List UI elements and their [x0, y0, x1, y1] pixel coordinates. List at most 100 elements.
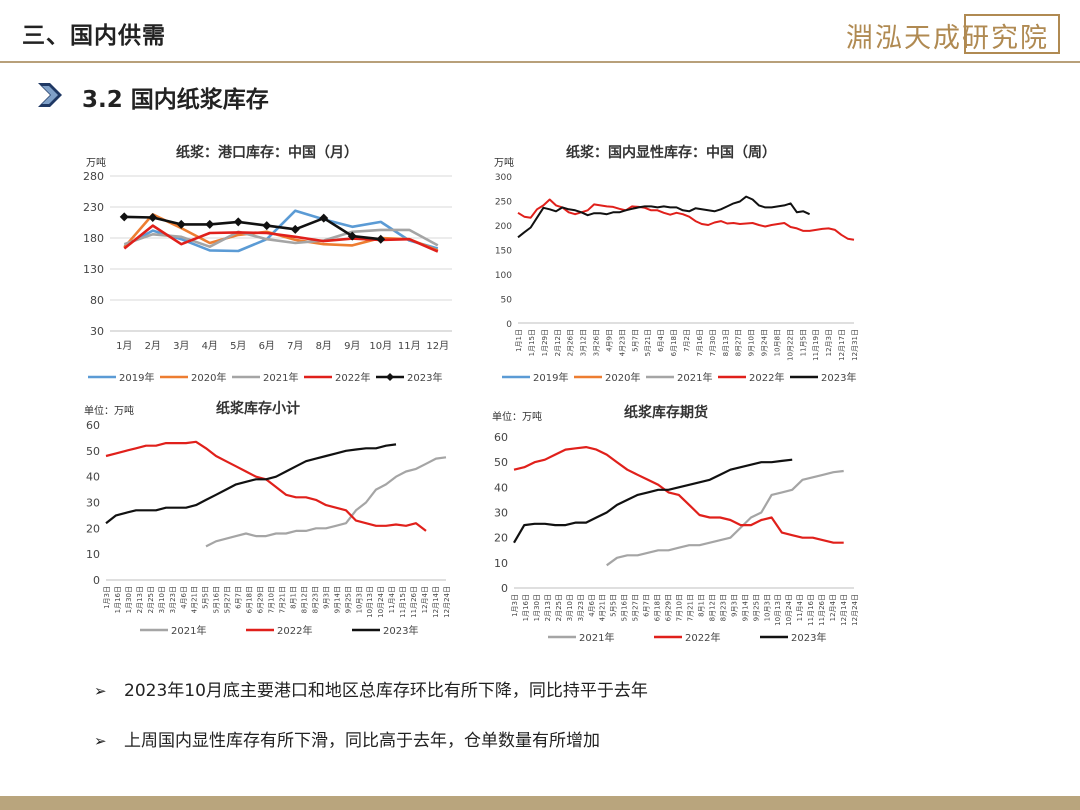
- x-tick-label: 5月5日: [202, 586, 210, 609]
- x-tick-label: 6月29日: [257, 586, 265, 613]
- x-tick-label: 1月16日: [522, 594, 530, 621]
- x-tick-label: 12月17日: [838, 329, 846, 361]
- x-tick-label: 10月3日: [763, 594, 771, 621]
- y-tick-label: 0: [501, 582, 508, 595]
- bullet-text: 2023年10月底主要港口和地区总库存环比有所下降，同比持平于去年: [124, 681, 648, 701]
- x-tick-label: 6月18日: [246, 586, 254, 613]
- x-tick-label: 5月5日: [610, 594, 618, 617]
- x-tick-label: 6月7日: [643, 594, 651, 617]
- legend-label: 2021年: [677, 371, 712, 384]
- chart-title: 纸浆库存小计: [216, 401, 300, 417]
- logo-text: 淵泓天成研究院: [846, 23, 1049, 54]
- x-tick-label: 7月2日: [683, 329, 691, 352]
- data-point: [262, 221, 272, 231]
- chart-unit: 万吨: [86, 158, 106, 169]
- x-tick-label: 1月30日: [533, 594, 541, 621]
- x-tick-label: 12月4日: [421, 586, 429, 613]
- x-tick-label: 12月24日: [851, 594, 859, 626]
- x-tick-label: 8月23日: [719, 594, 727, 621]
- data-point: [233, 217, 243, 227]
- y-tick-label: 60: [86, 419, 100, 432]
- x-tick-label: 2月25日: [555, 594, 563, 621]
- x-tick-label: 7月10日: [676, 594, 684, 621]
- x-tick-label: 1月3日: [103, 586, 111, 609]
- bullet-text: 上周国内显性库存有所下滑，同比高于去年，仓单数量有所增加: [124, 731, 600, 751]
- data-point: [319, 213, 329, 223]
- x-tick-label: 12月31日: [851, 329, 859, 361]
- legend-label: 2021年: [171, 624, 206, 637]
- y-tick-label: 80: [90, 294, 104, 307]
- x-tick-label: 7月30日: [709, 329, 717, 356]
- x-tick-label: 5月16日: [213, 586, 221, 613]
- x-tick-label: 3月26日: [593, 329, 601, 356]
- x-tick-label: 11月15日: [399, 586, 407, 618]
- x-tick-label: 3月23日: [169, 586, 177, 613]
- x-tick-label: 2月25日: [147, 586, 155, 613]
- series-line: [123, 228, 439, 248]
- chart-port-inventory: 纸浆：港口库存：中国（月） 万吨 30 80 130 180 230 280 1月 2月 3月 4…: [80, 140, 460, 390]
- data-point: [290, 224, 300, 234]
- y-tick-label: 10: [86, 548, 100, 561]
- x-tick-label: 12月: [426, 340, 449, 352]
- legend-label: 2023年: [821, 371, 856, 384]
- chart-unit: 单位：万吨: [492, 412, 542, 423]
- x-tick-label: 5月7日: [631, 329, 639, 352]
- x-tick-label: 3月10日: [566, 594, 574, 621]
- legend-label: 2022年: [277, 624, 312, 637]
- y-tick-label: 250: [495, 198, 512, 208]
- chart-futures-inventory: 纸浆库存期货 单位：万吨 0 10 20 30 40 50 60 1月3日 1月16日 1月30日…: [488, 400, 868, 650]
- legend-label: 2022年: [335, 371, 370, 384]
- chart-title: 纸浆：港口库存：中国（月）: [176, 145, 358, 161]
- x-tick-label: 11月5日: [799, 329, 807, 356]
- x-tick-label: 1月16日: [114, 586, 122, 613]
- x-tick-label: 5月16日: [621, 594, 629, 621]
- y-tick-label: 0: [93, 574, 100, 587]
- series-line: [517, 198, 855, 241]
- x-tick-label: 10月13日: [774, 594, 782, 626]
- legend-label: 2021年: [579, 631, 614, 644]
- x-tick-label: 8月23日: [311, 586, 319, 613]
- data-point: [376, 234, 386, 244]
- x-tick-label: 3月: [173, 340, 189, 352]
- x-tick-label: 10月3日: [355, 586, 363, 613]
- series-line: [517, 195, 811, 239]
- x-tick-label: 11月4日: [796, 594, 804, 621]
- x-tick-label: 8月13日: [722, 329, 730, 356]
- x-tick-label: 8月12日: [708, 594, 716, 621]
- chart-canvas: 0 10 20 30 40 50 60 1月3日 1月16日 1月30日 2月13日 2月25日 3月1…: [86, 419, 451, 637]
- x-tick-label: 7月21日: [278, 586, 286, 613]
- series-line: [105, 443, 397, 525]
- x-tick-label: 7月10日: [268, 586, 276, 613]
- x-tick-label: 3月12日: [580, 329, 588, 356]
- legend-label: 2021年: [263, 371, 298, 384]
- x-tick-label: 11月26日: [818, 594, 826, 626]
- chart-canvas: 30 80 130 180 230 280 1月 2月 3月 4月 5月 6月 7月 8月 9月 10月 11月…: [83, 170, 452, 384]
- y-tick-label: 20: [494, 532, 508, 545]
- x-tick-label: 5月27日: [224, 586, 232, 613]
- chart-title: 纸浆：国内显性库存：中国（周）: [566, 145, 776, 161]
- y-tick-label: 130: [83, 263, 104, 276]
- y-tick-label: 30: [90, 325, 104, 338]
- x-tick-label: 5月: [230, 340, 246, 352]
- x-tick-label: 9月3日: [730, 594, 738, 617]
- x-tick-label: 1月15日: [528, 329, 536, 356]
- y-tick-label: 30: [86, 497, 100, 510]
- y-tick-label: 30: [494, 507, 508, 520]
- x-tick-label: 4月9日: [605, 329, 613, 352]
- y-tick-label: 180: [83, 232, 104, 245]
- y-tick-label: 50: [494, 456, 508, 469]
- x-tick-label: 4月21日: [599, 594, 607, 621]
- y-tick-label: 60: [494, 431, 508, 444]
- legend-label: 2023年: [383, 624, 418, 637]
- y-tick-label: 0: [506, 320, 512, 330]
- chart-canvas: 0 10 20 30 40 50 60 1月3日 1月16日 1月30日 2月13日 2月25日 3月1…: [494, 431, 859, 644]
- x-tick-label: 4月: [202, 340, 218, 352]
- x-tick-label: 4月21日: [191, 586, 199, 613]
- y-tick-label: 10: [494, 557, 508, 570]
- logo: 淵泓天成研究院: [846, 14, 1060, 54]
- series-line: [513, 446, 844, 544]
- series-line: [513, 458, 793, 544]
- legend-label: 2020年: [605, 371, 640, 384]
- y-tick-label: 50: [501, 296, 513, 306]
- legend-label: 2023年: [791, 631, 826, 644]
